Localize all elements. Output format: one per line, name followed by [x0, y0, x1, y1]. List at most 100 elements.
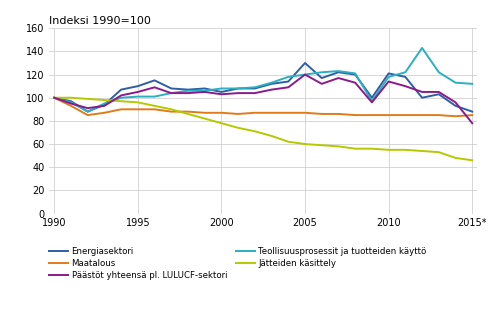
Jätteiden käsittely [285, 140, 291, 143]
Päästöt yhteensä pl. LULUCF-sektori [202, 90, 208, 94]
Jätteiden käsittely [218, 121, 224, 125]
Energiasektori [369, 96, 375, 100]
Päästöt yhteensä pl. LULUCF-sektori [252, 91, 258, 95]
Energiasektori [319, 76, 325, 80]
Maatalous [352, 113, 358, 117]
Päästöt yhteensä pl. LULUCF-sektori [352, 81, 358, 84]
Maatalous [336, 112, 341, 116]
Jätteiden käsittely [436, 150, 442, 154]
Jätteiden käsittely [369, 147, 375, 151]
Päästöt yhteensä pl. LULUCF-sektori [419, 90, 425, 94]
Päästöt yhteensä pl. LULUCF-sektori [269, 88, 275, 91]
Line: Jätteiden käsittely: Jätteiden käsittely [54, 98, 472, 160]
Teollisuusprosessit ja tuotteiden käyttö [402, 70, 408, 74]
Päästöt yhteensä pl. LULUCF-sektori [135, 90, 141, 94]
Jätteiden käsittely [185, 112, 191, 116]
Energiasektori [218, 90, 224, 94]
Teollisuusprosessit ja tuotteiden käyttö [269, 81, 275, 84]
Päästöt yhteensä pl. LULUCF-sektori [336, 76, 341, 80]
Päästöt yhteensä pl. LULUCF-sektori [168, 91, 174, 95]
Teollisuusprosessit ja tuotteiden käyttö [118, 96, 124, 100]
Jätteiden käsittely [453, 156, 459, 160]
Maatalous [185, 110, 191, 114]
Teollisuusprosessit ja tuotteiden käyttö [51, 96, 57, 100]
Maatalous [235, 112, 241, 116]
Jätteiden käsittely [269, 134, 275, 138]
Maatalous [252, 111, 258, 115]
Maatalous [285, 111, 291, 115]
Maatalous [135, 107, 141, 111]
Energiasektori [386, 72, 392, 75]
Teollisuusprosessit ja tuotteiden käyttö [168, 91, 174, 95]
Jätteiden käsittely [202, 117, 208, 121]
Energiasektori [68, 99, 74, 103]
Maatalous [152, 107, 157, 111]
Jätteiden käsittely [336, 144, 341, 148]
Energiasektori [202, 87, 208, 90]
Energiasektori [402, 75, 408, 79]
Line: Teollisuusprosessit ja tuotteiden käyttö: Teollisuusprosessit ja tuotteiden käyttö [54, 48, 472, 112]
Legend: Energiasektori, Maatalous, Päästöt yhteensä pl. LULUCF-sektori, Teollisuusproses: Energiasektori, Maatalous, Päästöt yhtee… [49, 247, 427, 280]
Teollisuusprosessit ja tuotteiden käyttö [285, 75, 291, 79]
Päästöt yhteensä pl. LULUCF-sektori [152, 85, 157, 89]
Päästöt yhteensä pl. LULUCF-sektori [386, 80, 392, 84]
Jätteiden käsittely [235, 126, 241, 130]
Päästöt yhteensä pl. LULUCF-sektori [285, 85, 291, 89]
Energiasektori [235, 87, 241, 90]
Maatalous [469, 113, 475, 117]
Maatalous [269, 111, 275, 115]
Päästöt yhteensä pl. LULUCF-sektori [453, 100, 459, 104]
Päästöt yhteensä pl. LULUCF-sektori [319, 82, 325, 86]
Maatalous [51, 96, 57, 100]
Teollisuusprosessit ja tuotteiden käyttö [135, 95, 141, 99]
Jätteiden käsittely [168, 107, 174, 111]
Jätteiden käsittely [469, 158, 475, 162]
Energiasektori [269, 82, 275, 86]
Maatalous [319, 112, 325, 116]
Maatalous [218, 111, 224, 115]
Energiasektori [168, 87, 174, 90]
Jätteiden käsittely [402, 148, 408, 152]
Teollisuusprosessit ja tuotteiden käyttö [436, 70, 442, 74]
Energiasektori [419, 96, 425, 100]
Päästöt yhteensä pl. LULUCF-sektori [85, 106, 91, 110]
Energiasektori [469, 110, 475, 114]
Teollisuusprosessit ja tuotteiden käyttö [386, 75, 392, 79]
Päästöt yhteensä pl. LULUCF-sektori [235, 91, 241, 95]
Jätteiden käsittely [51, 96, 57, 100]
Teollisuusprosessit ja tuotteiden käyttö [453, 81, 459, 84]
Jätteiden käsittely [252, 129, 258, 133]
Teollisuusprosessit ja tuotteiden käyttö [101, 102, 107, 106]
Jätteiden käsittely [319, 143, 325, 147]
Teollisuusprosessit ja tuotteiden käyttö [252, 85, 258, 89]
Maatalous [85, 113, 91, 117]
Text: Indeksi 1990=100: Indeksi 1990=100 [49, 16, 151, 26]
Maatalous [419, 113, 425, 117]
Maatalous [453, 114, 459, 118]
Energiasektori [85, 110, 91, 114]
Energiasektori [302, 61, 308, 65]
Jätteiden käsittely [152, 104, 157, 108]
Jätteiden käsittely [101, 98, 107, 102]
Energiasektori [118, 88, 124, 91]
Jätteiden käsittely [352, 147, 358, 151]
Maatalous [402, 113, 408, 117]
Jätteiden käsittely [85, 97, 91, 101]
Maatalous [168, 110, 174, 114]
Teollisuusprosessit ja tuotteiden käyttö [319, 70, 325, 74]
Energiasektori [152, 78, 157, 82]
Energiasektori [135, 84, 141, 88]
Teollisuusprosessit ja tuotteiden käyttö [336, 69, 341, 73]
Teollisuusprosessit ja tuotteiden käyttö [235, 87, 241, 90]
Päästöt yhteensä pl. LULUCF-sektori [51, 96, 57, 100]
Maatalous [202, 111, 208, 115]
Energiasektori [101, 103, 107, 106]
Teollisuusprosessit ja tuotteiden käyttö [185, 89, 191, 93]
Teollisuusprosessit ja tuotteiden käyttö [218, 87, 224, 90]
Jätteiden käsittely [68, 96, 74, 100]
Teollisuusprosessit ja tuotteiden käyttö [302, 73, 308, 76]
Maatalous [68, 104, 74, 108]
Jätteiden käsittely [135, 100, 141, 104]
Päästöt yhteensä pl. LULUCF-sektori [68, 102, 74, 106]
Maatalous [302, 111, 308, 115]
